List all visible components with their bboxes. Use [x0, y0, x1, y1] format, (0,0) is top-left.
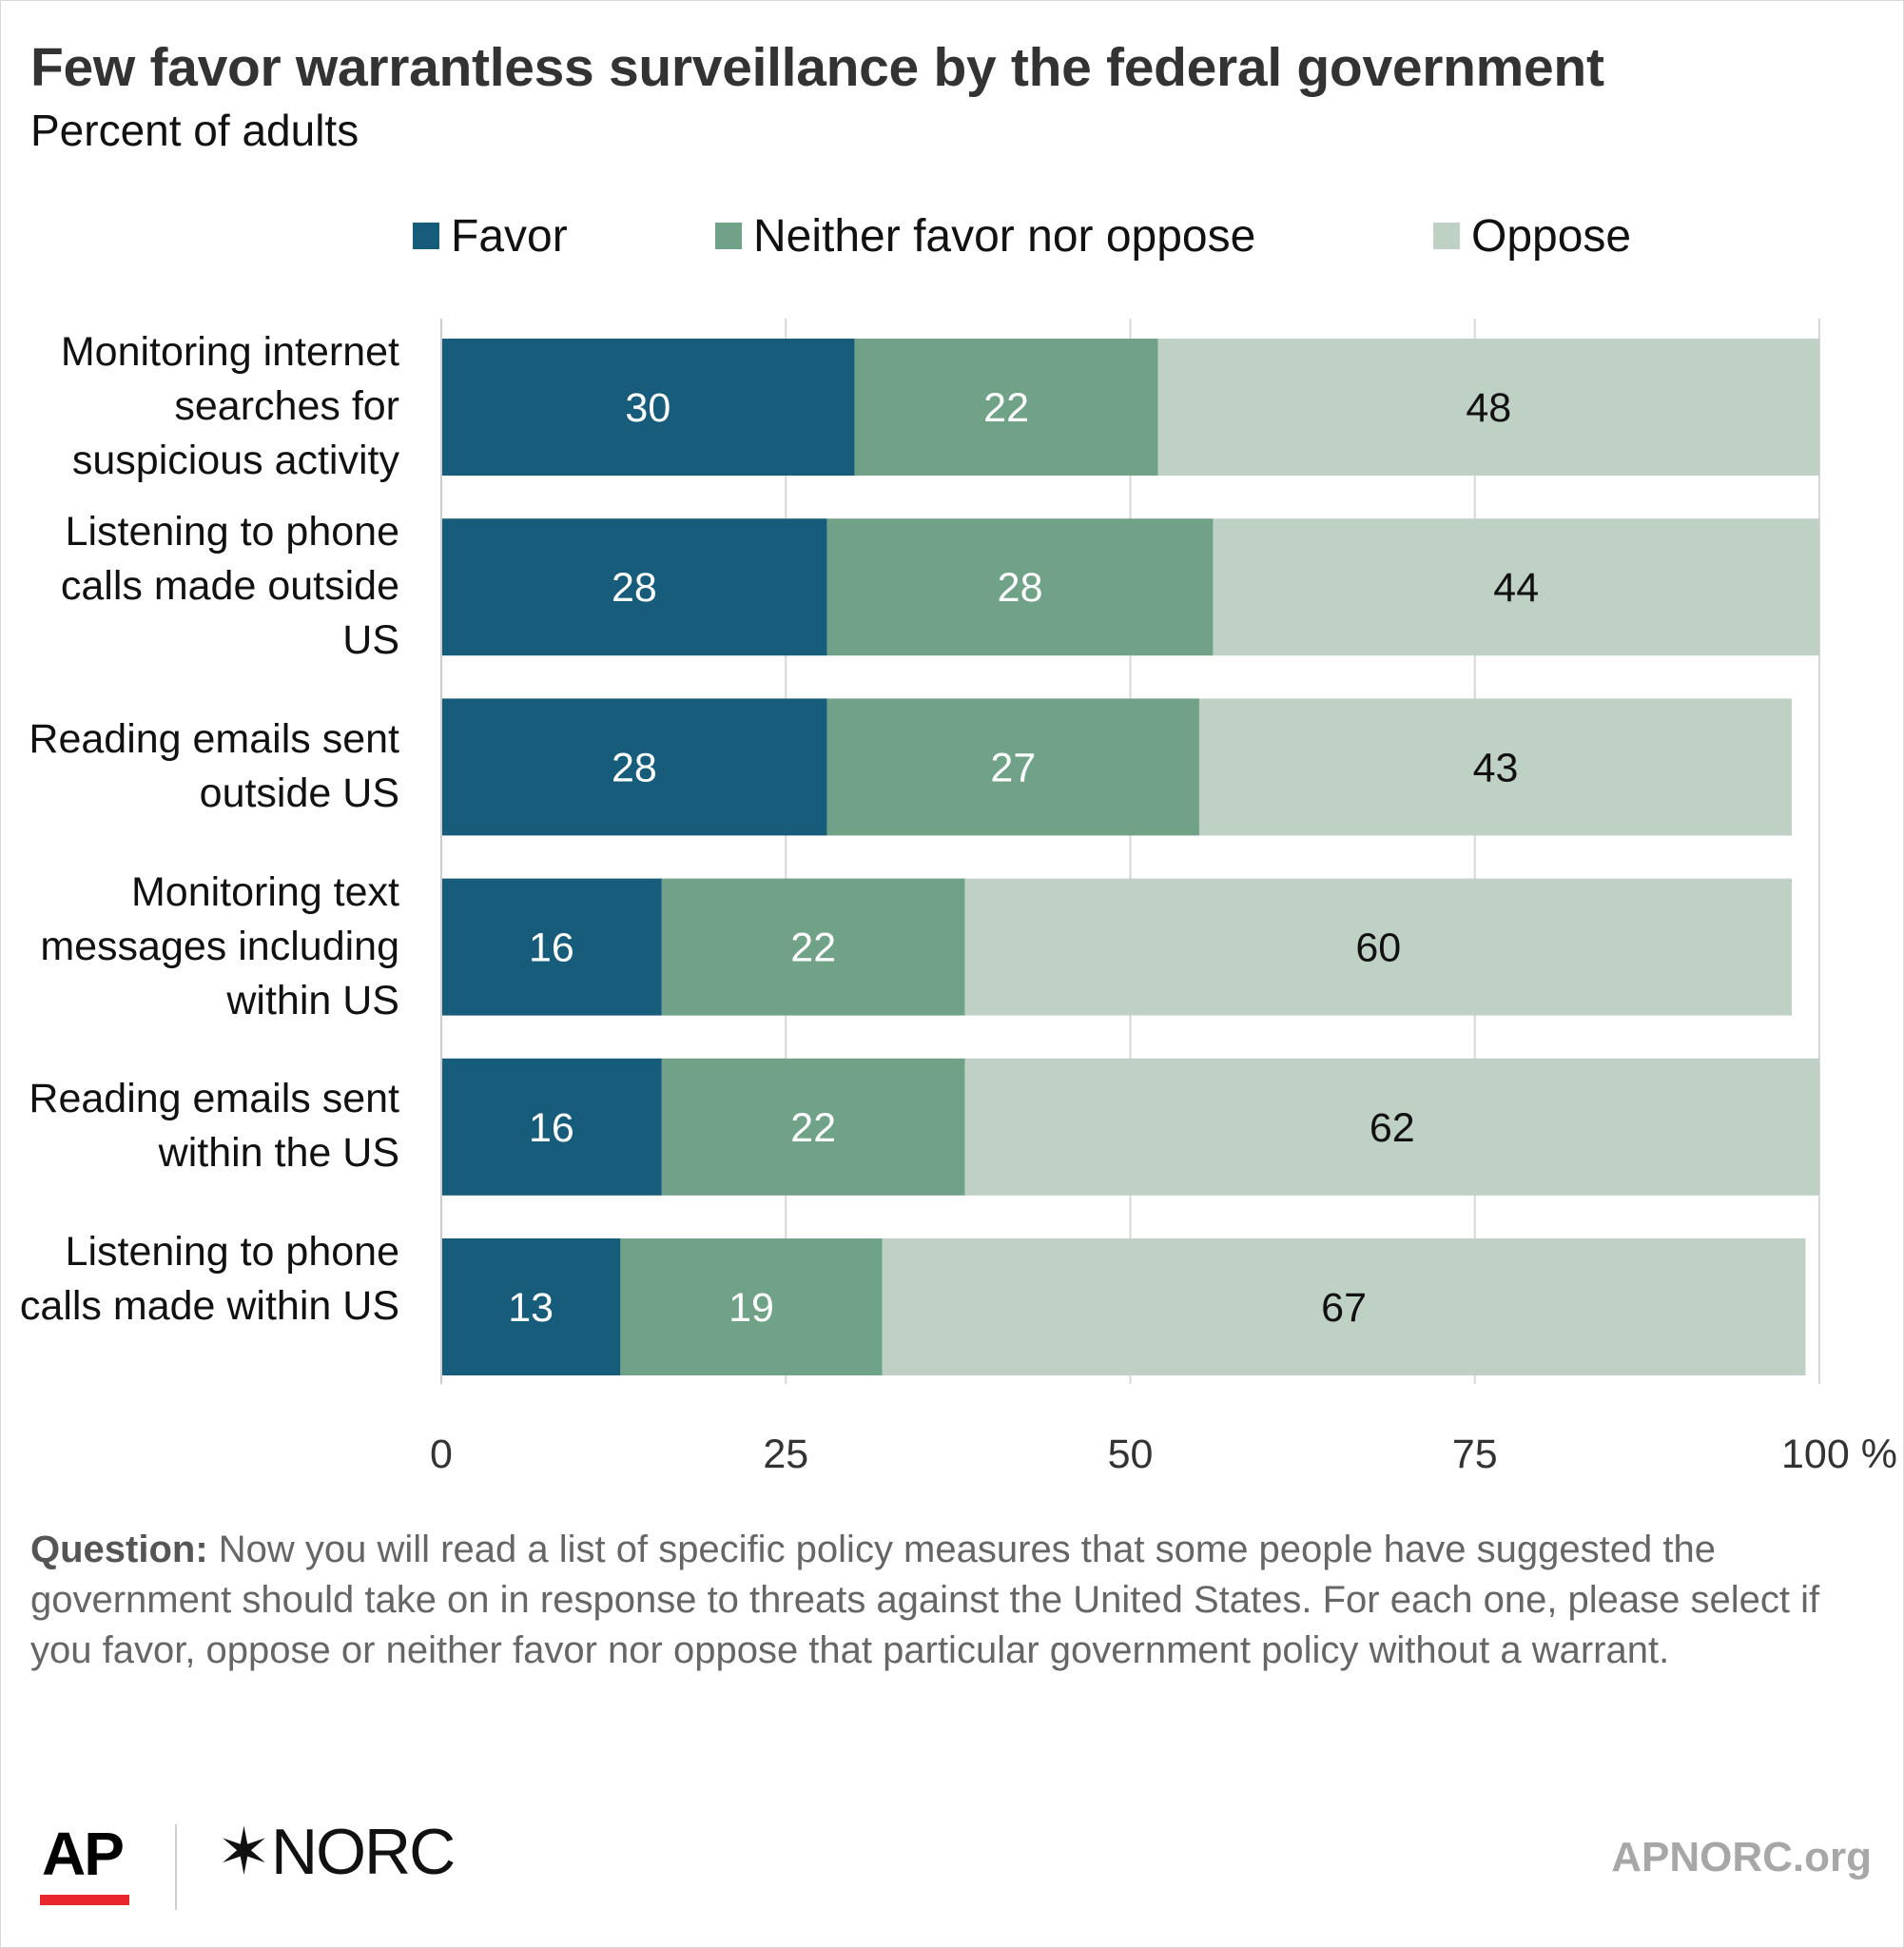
ap-logo-bar	[40, 1895, 129, 1905]
bar-segment	[620, 1238, 883, 1375]
category-label: Reading emails sent within the US	[29, 1076, 399, 1176]
legend-swatch-neither	[715, 223, 742, 249]
category-label: Listening to phone calls made within US	[19, 1229, 399, 1329]
logo-divider	[175, 1824, 177, 1910]
data-label: 62	[1370, 1105, 1415, 1151]
bar-segment	[826, 518, 1214, 656]
bar-segment	[441, 1238, 621, 1375]
legend-swatch-favor	[413, 223, 439, 249]
question-label: Question:	[30, 1529, 208, 1570]
data-label: 27	[990, 745, 1036, 790]
data-label: 28	[612, 745, 657, 790]
legend-swatch-oppose	[1433, 223, 1460, 249]
category-label: Monitoring text messages including withi…	[40, 869, 399, 1023]
x-tick-label: 50	[1108, 1432, 1154, 1477]
data-label: 19	[729, 1285, 774, 1331]
bar-segment	[1213, 518, 1819, 656]
data-label: 22	[983, 385, 1029, 431]
legend-item-favor: Favor	[413, 207, 568, 264]
data-label: 28	[612, 565, 657, 611]
x-tick-label: 0	[430, 1432, 453, 1477]
bar-chart: 30 22 48 28 28 44 28 27 43 16 22 60 16 22 62 13 19 67 0 25 5…	[430, 319, 1897, 1477]
x-tick-label: 100 %	[1781, 1432, 1897, 1477]
norc-star-icon: ✶	[217, 1816, 271, 1888]
bar-segment	[441, 1058, 662, 1196]
bar-segment	[1157, 339, 1819, 476]
data-label: 44	[1493, 565, 1539, 611]
bar-segment	[964, 1058, 1819, 1196]
data-label: 16	[529, 925, 574, 971]
data-label: 28	[998, 565, 1043, 611]
data-label: 22	[790, 1105, 836, 1151]
question-note: Question: Now you will read a list of sp…	[30, 1525, 1875, 1676]
category-label: Listening to phone calls made outside US	[60, 509, 399, 663]
bar-segment	[441, 339, 855, 476]
legend-item-neither: Neither favor nor oppose	[715, 207, 1255, 264]
bar-segment	[441, 698, 827, 836]
bar-segment	[661, 878, 965, 1016]
data-label: 22	[790, 925, 836, 971]
legend-label-neither: Neither favor nor oppose	[753, 210, 1256, 262]
bar-segment	[854, 339, 1158, 476]
bar-segment	[441, 878, 662, 1016]
data-label: 16	[529, 1105, 574, 1151]
legend: Favor Neither favor nor oppose Oppose	[0, 207, 1904, 264]
bar-segment	[882, 1238, 1806, 1375]
data-label: 13	[508, 1285, 554, 1331]
legend-label-oppose: Oppose	[1471, 210, 1632, 262]
legend-item-oppose: Oppose	[1433, 207, 1631, 264]
bar-segment	[441, 518, 827, 656]
data-label: 30	[625, 385, 670, 431]
data-label: 43	[1473, 745, 1519, 790]
ap-logo: AP	[42, 1820, 125, 1888]
x-tick-label: 25	[763, 1432, 808, 1477]
legend-label-favor: Favor	[451, 210, 568, 262]
chart-subtitle: Percent of adults	[30, 106, 359, 155]
chart-title: Few favor warrantless surveillance by th…	[30, 37, 1604, 98]
bar-segment	[1198, 698, 1793, 836]
bar-segment	[964, 878, 1793, 1016]
category-label: Reading emails sent outside US	[29, 716, 399, 816]
bar-segment	[661, 1058, 965, 1196]
data-label: 48	[1466, 385, 1511, 431]
bar-segment	[826, 698, 1199, 836]
site-credit: APNORC.org	[1611, 1834, 1872, 1880]
data-label: 67	[1321, 1285, 1367, 1331]
question-text: Now you will read a list of specific pol…	[30, 1529, 1820, 1671]
x-tick-label: 75	[1452, 1432, 1498, 1477]
data-label: 60	[1355, 925, 1401, 971]
category-label: Monitoring internet searches for suspici…	[60, 329, 399, 483]
norc-logo: ✶NORC	[217, 1815, 456, 1890]
norc-logo-text: NORC	[270, 1816, 456, 1888]
